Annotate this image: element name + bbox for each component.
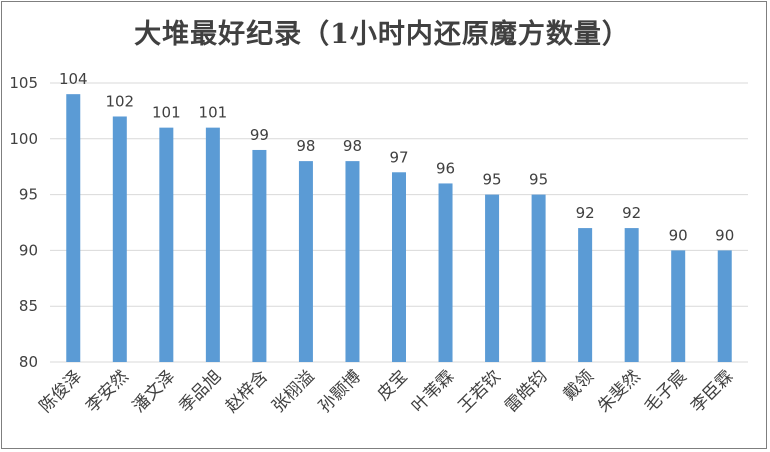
bar xyxy=(392,172,406,362)
x-tick-label: 雷皓钧 xyxy=(501,367,551,417)
x-tick-label: 赵梓含 xyxy=(222,367,272,417)
x-tick-label: 王若钦 xyxy=(455,367,505,417)
x-tick-label: 皮宝 xyxy=(374,367,412,405)
bar xyxy=(298,161,313,362)
data-label: 90 xyxy=(715,226,734,244)
data-label: 102 xyxy=(105,92,134,110)
data-label: 96 xyxy=(436,159,455,177)
bar xyxy=(345,161,360,362)
bar xyxy=(205,127,220,362)
data-label: 98 xyxy=(343,137,362,155)
data-label: 101 xyxy=(152,104,181,122)
bar xyxy=(66,94,81,362)
x-tick-label: 戴领 xyxy=(560,367,598,405)
bar xyxy=(578,228,593,362)
bar xyxy=(159,127,174,362)
y-tick-label: 105 xyxy=(9,74,38,92)
data-label: 95 xyxy=(483,171,502,189)
x-tick-label: 张栩溢 xyxy=(268,367,318,417)
x-tick-label: 朱斐然 xyxy=(594,367,644,417)
data-label: 99 xyxy=(250,126,269,144)
data-label: 101 xyxy=(199,104,228,122)
y-tick-label: 100 xyxy=(9,130,38,148)
bar xyxy=(438,183,453,362)
data-label: 92 xyxy=(622,204,641,222)
x-tick-label: 季品旭 xyxy=(175,367,225,417)
data-label: 97 xyxy=(389,148,408,166)
x-tick-label: 毛子宸 xyxy=(641,367,691,417)
y-tick-label: 90 xyxy=(19,241,38,259)
x-tick-label: 孙颢博 xyxy=(315,367,365,417)
y-tick-label: 85 xyxy=(19,297,38,315)
x-tick-label: 李臣霖 xyxy=(687,367,737,417)
x-tick-label: 李安然 xyxy=(82,367,132,417)
bar xyxy=(112,116,127,362)
data-label: 98 xyxy=(296,137,315,155)
data-label: 92 xyxy=(576,204,595,222)
bar xyxy=(485,194,500,362)
x-tick-label: 陈俊泽 xyxy=(36,367,86,417)
bar xyxy=(252,149,267,362)
y-tick-label: 80 xyxy=(19,353,38,371)
x-tick-label: 叶苇霖 xyxy=(408,367,458,417)
chart-title: 大堆最好纪录（1小时内还原魔方数量） xyxy=(134,19,630,50)
bar xyxy=(671,250,686,362)
bar xyxy=(531,194,546,362)
data-label: 104 xyxy=(59,70,88,88)
bar xyxy=(624,228,639,362)
y-tick-label: 95 xyxy=(19,186,38,204)
x-tick-label: 潘文泽 xyxy=(129,367,179,417)
data-label: 95 xyxy=(529,171,548,189)
bar xyxy=(717,250,732,362)
data-label: 90 xyxy=(669,226,688,244)
